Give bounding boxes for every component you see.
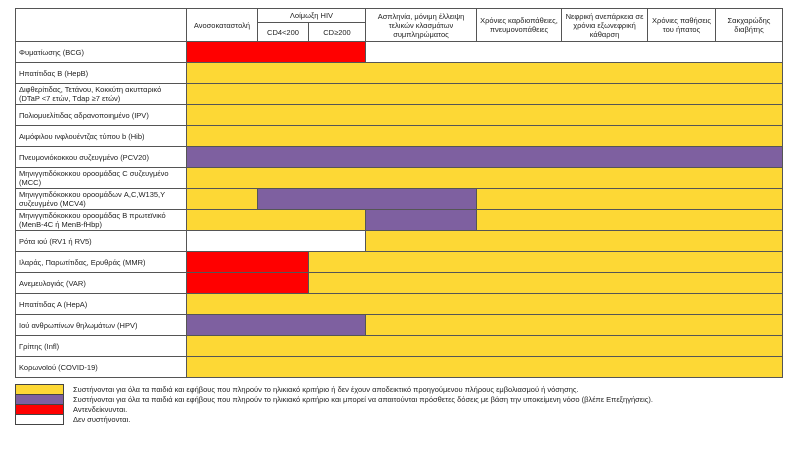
recommendation-cell xyxy=(186,356,783,378)
corner-cell xyxy=(15,8,187,42)
legend-item: Συστήνονται για όλα τα παιδιά και εφήβου… xyxy=(15,383,653,395)
recommendation-cell xyxy=(186,314,366,336)
col-immuno: Ανοσοκαταστολή xyxy=(186,8,258,42)
table-row: Ανεμευλογιάς (VAR) xyxy=(15,272,783,294)
recommendation-cell xyxy=(308,251,783,273)
vaccine-label: Αιμόφιλου ινφλουέντζας τύπου b (Hib) xyxy=(15,125,187,147)
vaccine-label: Μηνιγγιτιδόκοκκου οροομάδων A,C,W135,Y σ… xyxy=(15,188,187,210)
legend-text: Αντενδείκνυνται. xyxy=(73,404,128,414)
vaccine-label: Ρότα ιού (RV1 ή RV5) xyxy=(15,230,187,252)
vaccine-label: Πνευμονιόκοκκου συζευγμένο (PCV20) xyxy=(15,146,187,168)
table-row: Διφθερίτιδας, Τετάνου, Κοκκύτη ακυτταρικ… xyxy=(15,83,783,105)
recommendation-cell xyxy=(186,167,783,189)
recommendation-cell xyxy=(186,62,783,84)
vaccine-label: Γρίπης (Infl) xyxy=(15,335,187,357)
vaccine-label: Ιλαράς, Παρωτίτιδας, Ερυθράς (MMR) xyxy=(15,251,187,273)
table-row: Μηνιγγιτιδόκοκκου οροομάδας C συζευγμένο… xyxy=(15,167,783,189)
recommendation-cell xyxy=(365,314,783,336)
recommendation-cell xyxy=(186,335,783,357)
legend-item: Δεν συστήνονται. xyxy=(15,413,653,425)
vaccine-label: Ιού ανθρωπίνων θηλωμάτων (HPV) xyxy=(15,314,187,336)
col-hiv: Λοίμωξη HIV xyxy=(257,8,366,23)
vaccine-table: Ανοσοκαταστολή Λοίμωξη HIV Ασπληνία, μόν… xyxy=(15,8,783,378)
recommendation-cell xyxy=(308,272,783,294)
col-cd4-low: CD4<200 xyxy=(257,22,309,42)
table-row: Πνευμονιόκοκκου συζευγμένο (PCV20) xyxy=(15,146,783,168)
recommendation-cell xyxy=(186,83,783,105)
col-cardio: Χρόνιες καρδιοπάθειες, πνευμονοπάθειες xyxy=(476,8,562,42)
legend: Συστήνονται για όλα τα παιδιά και εφήβου… xyxy=(15,383,653,425)
table-row: Αιμόφιλου ινφλουέντζας τύπου b (Hib) xyxy=(15,125,783,147)
recommendation-cell xyxy=(186,104,783,126)
legend-text: Συστήνονται για όλα τα παιδιά και εφήβου… xyxy=(73,384,579,394)
vaccine-label: Κορωνοϊού (COVID-19) xyxy=(15,356,187,378)
recommendation-cell xyxy=(365,230,783,252)
legend-item: Αντενδείκνυνται. xyxy=(15,403,653,415)
vaccine-table-container: Ανοσοκαταστολή Λοίμωξη HIV Ασπληνία, μόν… xyxy=(15,8,783,378)
col-asplenia: Ασπληνία, μόνιμη έλλειψη τελικών κλασμάτ… xyxy=(365,8,477,42)
table-row: Μηνιγγιτιδόκοκκου οροομάδας Β πρωτεϊνικό… xyxy=(15,209,783,231)
recommendation-cell xyxy=(186,209,366,231)
table-row: Ρότα ιού (RV1 ή RV5) xyxy=(15,230,783,252)
recommendation-cell xyxy=(186,41,366,63)
recommendation-cell xyxy=(186,125,783,147)
recommendation-cell xyxy=(186,272,309,294)
col-cd4-high: CD≥200 xyxy=(308,22,366,42)
vaccine-label: Ηπατίτιδας Β (HepB) xyxy=(15,62,187,84)
recommendation-cell xyxy=(186,230,366,252)
legend-swatch xyxy=(15,413,64,425)
recommendation-cell xyxy=(257,188,477,210)
recommendation-cell xyxy=(365,41,783,63)
recommendation-cell xyxy=(365,209,477,231)
legend-text: Συστήνονται για όλα τα παιδιά και εφήβου… xyxy=(73,394,653,404)
table-row: Ιού ανθρωπίνων θηλωμάτων (HPV) xyxy=(15,314,783,336)
recommendation-cell xyxy=(186,188,258,210)
table-row: Πολιομυελίτιδας αδρανοποιημένο (IPV) xyxy=(15,104,783,126)
vaccine-label: Ηπατίτιδας Α (HepA) xyxy=(15,293,187,315)
col-liver: Χρόνιες παθήσεις του ήπατος xyxy=(647,8,716,42)
table-row: Γρίπης (Infl) xyxy=(15,335,783,357)
col-diabetes: Σακχαρώδης διαβήτης xyxy=(715,8,783,42)
vaccine-label: Φυματίωσης (BCG) xyxy=(15,41,187,63)
table-row: Ηπατίτιδας Β (HepB) xyxy=(15,62,783,84)
recommendation-cell xyxy=(186,146,783,168)
recommendation-cell xyxy=(476,188,783,210)
vaccine-label: Μηνιγγιτιδόκοκκου οροομάδας Β πρωτεϊνικό… xyxy=(15,209,187,231)
table-row: Ιλαράς, Παρωτίτιδας, Ερυθράς (MMR) xyxy=(15,251,783,273)
recommendation-cell xyxy=(186,293,783,315)
legend-item: Συστήνονται για όλα τα παιδιά και εφήβου… xyxy=(15,393,653,405)
recommendation-cell xyxy=(476,209,783,231)
recommendation-cell xyxy=(186,251,309,273)
vaccine-label: Ανεμευλογιάς (VAR) xyxy=(15,272,187,294)
table-row: Μηνιγγιτιδόκοκκου οροομάδων A,C,W135,Y σ… xyxy=(15,188,783,210)
table-row: Κορωνοϊού (COVID-19) xyxy=(15,356,783,378)
table-row: Ηπατίτιδας Α (HepA) xyxy=(15,293,783,315)
vaccine-label: Μηνιγγιτιδόκοκκου οροομάδας C συζευγμένο… xyxy=(15,167,187,189)
legend-text: Δεν συστήνονται. xyxy=(73,414,131,424)
col-renal: Νεφρική ανεπάρκεια σε χρόνια εξωνεφρική … xyxy=(561,8,648,42)
table-row: Φυματίωσης (BCG) xyxy=(15,41,783,63)
vaccine-label: Διφθερίτιδας, Τετάνου, Κοκκύτη ακυτταρικ… xyxy=(15,83,187,105)
vaccine-label: Πολιομυελίτιδας αδρανοποιημένο (IPV) xyxy=(15,104,187,126)
